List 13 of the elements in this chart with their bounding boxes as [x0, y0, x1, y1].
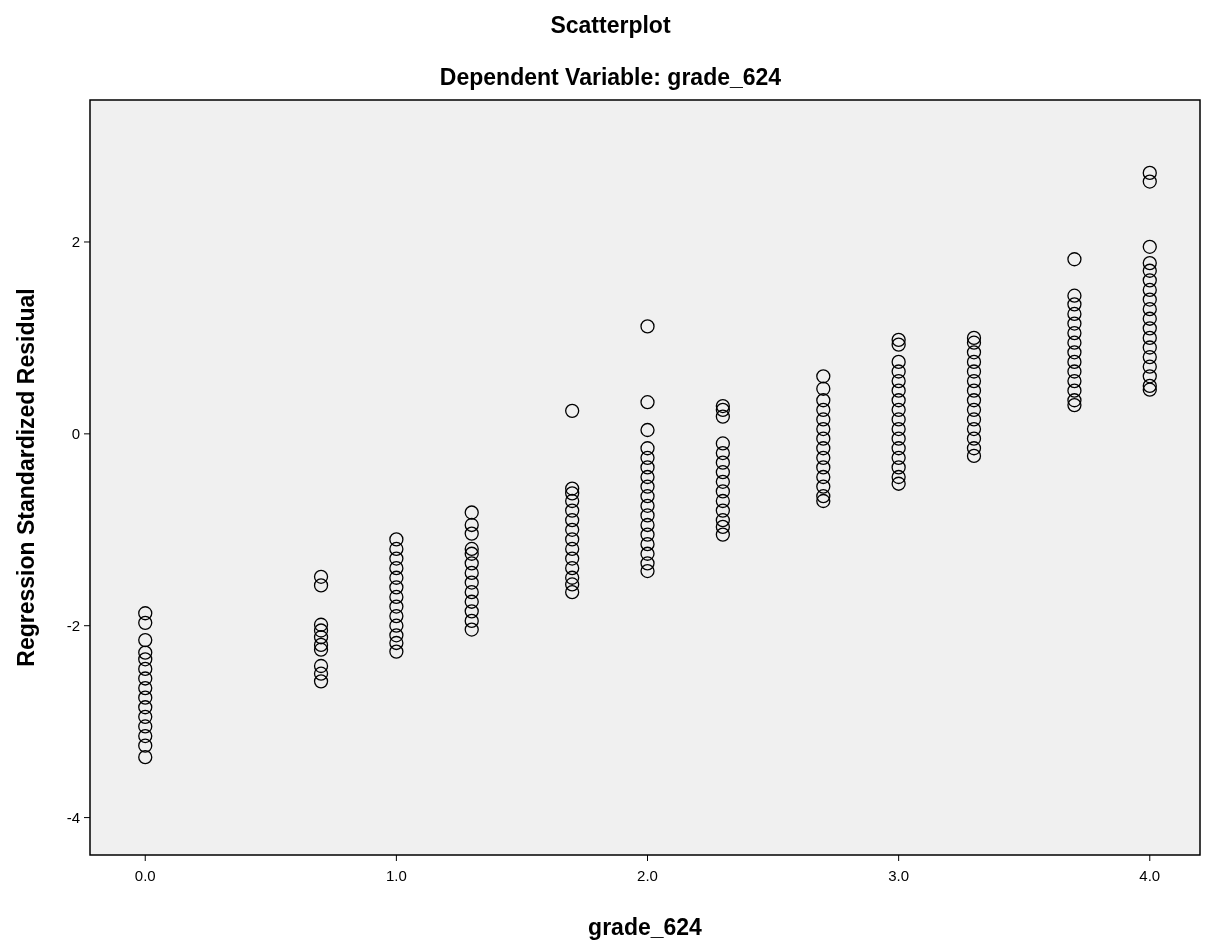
x-axis-title: grade_624 — [588, 914, 703, 940]
x-tick-label: 0.0 — [134, 867, 156, 884]
y-tick-label: -4 — [66, 808, 80, 826]
x-tick-label: 1.0 — [385, 867, 407, 884]
x-tick-label: 3.0 — [888, 867, 910, 884]
x-tick-label: 4.0 — [1139, 867, 1161, 884]
y-axis-title: Regression Standardized Residual — [13, 288, 39, 667]
y-tick-label: -2 — [66, 616, 80, 634]
chart-title: Scatterplot — [550, 12, 671, 38]
y-tick-label: 0 — [71, 425, 80, 443]
x-tick-label: 2.0 — [637, 867, 658, 884]
chart-subtitle: Dependent Variable: grade_624 — [439, 64, 782, 90]
y-tick-label: 2 — [71, 233, 80, 251]
